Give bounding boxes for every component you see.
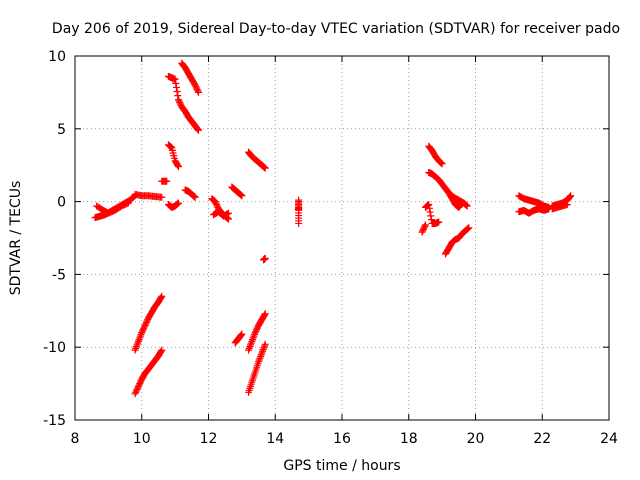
data-point — [194, 88, 202, 96]
data-point — [427, 212, 435, 220]
data-point — [567, 192, 575, 200]
data-series-s25 — [418, 221, 429, 236]
data-point — [158, 346, 166, 354]
data-point — [421, 222, 429, 230]
data-point — [158, 193, 166, 201]
x-tick-label: 8 — [71, 431, 80, 447]
data-point — [261, 310, 269, 318]
x-tick-label: 18 — [400, 431, 418, 447]
data-series-s8 — [164, 141, 182, 171]
x-tick-label: 22 — [533, 431, 551, 447]
data-point — [194, 125, 202, 133]
data-series-s11 — [164, 199, 182, 211]
data-series-s12 — [208, 195, 233, 223]
data-series-s27 — [515, 192, 553, 211]
data-series-s19 — [245, 340, 269, 396]
x-axis-label: GPS time / hours — [283, 458, 400, 474]
x-tick-label: 12 — [200, 431, 218, 447]
points-layer — [91, 59, 575, 398]
data-series-s15 — [245, 148, 269, 172]
data-point — [563, 201, 571, 209]
data-point — [158, 292, 166, 300]
data-point — [238, 330, 246, 338]
data-point — [261, 254, 269, 262]
data-point — [225, 209, 233, 217]
data-point — [261, 164, 269, 172]
data-point — [194, 87, 202, 95]
grid-layer — [75, 56, 609, 420]
data-point — [261, 340, 269, 348]
data-point — [438, 160, 446, 168]
data-series-s20 — [295, 196, 303, 227]
data-series-s30 — [548, 201, 571, 213]
y-tick-label: 0 — [57, 195, 66, 211]
data-point — [174, 92, 182, 100]
data-point — [421, 221, 429, 229]
x-tick-label: 14 — [266, 431, 284, 447]
data-series-s9 — [158, 177, 171, 185]
x-tick-label: 10 — [133, 431, 151, 447]
data-series-s2 — [93, 199, 132, 217]
plot-frame — [74, 55, 610, 421]
data-series-s28 — [515, 205, 553, 217]
x-tick-label: 16 — [333, 431, 351, 447]
data-point — [261, 311, 269, 319]
data-series-s4 — [131, 292, 166, 354]
y-tick-label: -10 — [43, 340, 66, 356]
data-point — [566, 193, 574, 201]
data-point — [124, 199, 132, 207]
data-series-s23 — [445, 189, 471, 210]
data-point — [157, 293, 165, 301]
data-point — [238, 192, 246, 200]
data-series-s3 — [131, 190, 166, 201]
data-point — [174, 163, 182, 171]
ticks-layer: 8 10 12 14 16 18 20 22 24 -15 -10 -5 0 5 10 — [43, 49, 618, 447]
data-point — [173, 88, 181, 96]
data-point — [427, 216, 435, 224]
data-point — [426, 208, 434, 216]
data-point — [172, 79, 180, 87]
data-point — [435, 218, 443, 226]
y-tick-label: -5 — [52, 267, 66, 283]
data-point — [174, 161, 182, 169]
x-tick-label: 20 — [467, 431, 485, 447]
data-series-s7 — [178, 59, 202, 96]
data-series-s13 — [210, 208, 233, 220]
data-point — [425, 204, 433, 212]
data-point — [172, 83, 180, 91]
data-series-s17 — [231, 330, 246, 347]
x-tick-label: 24 — [600, 431, 618, 447]
data-series-s24 — [421, 201, 443, 227]
data-point — [465, 224, 473, 232]
data-point — [171, 75, 179, 83]
data-point — [237, 331, 245, 339]
data-series-s26 — [441, 224, 473, 258]
data-series-s14 — [228, 183, 246, 200]
data-point — [157, 347, 165, 355]
y-tick-label: -15 — [43, 413, 66, 429]
data-point — [194, 126, 202, 134]
data-point — [163, 177, 171, 185]
y-axis-label: SDTVAR / TECUs — [8, 181, 24, 296]
y-tick-label: 10 — [48, 49, 66, 65]
data-series-s6 — [164, 72, 202, 134]
y-tick-label: 5 — [57, 122, 66, 138]
data-point — [463, 202, 471, 210]
data-series-s18 — [245, 310, 269, 354]
data-point — [295, 219, 303, 227]
data-series-s21 — [425, 142, 446, 168]
data-point — [191, 193, 199, 201]
data-series-s5 — [131, 346, 166, 398]
data-point — [425, 201, 433, 209]
chart-title: Day 206 of 2019, Sidereal Day-to-day VTE… — [52, 21, 620, 37]
data-series-s16 — [260, 254, 269, 264]
data-point — [174, 199, 182, 207]
data-series-s10 — [181, 186, 199, 201]
